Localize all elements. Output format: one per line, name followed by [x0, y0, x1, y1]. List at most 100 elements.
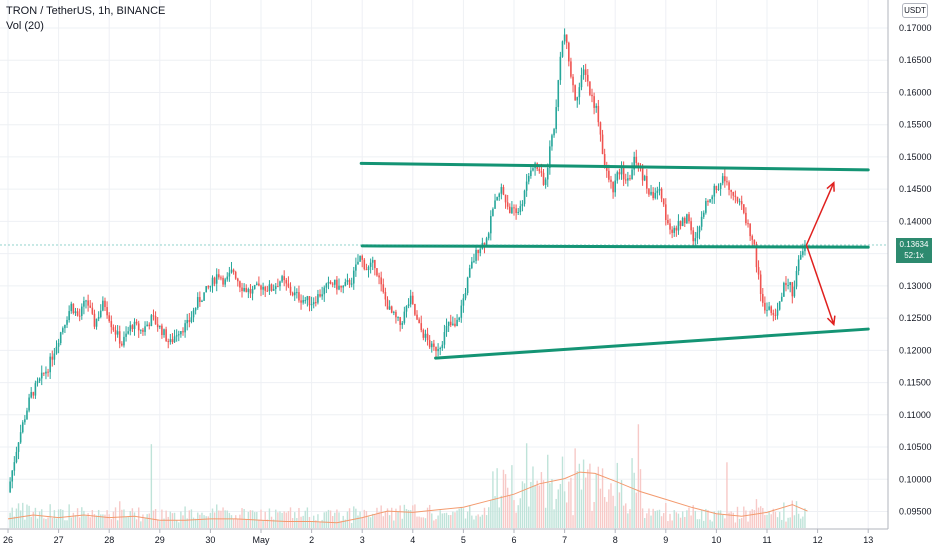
volume-bar — [64, 520, 66, 528]
candle-body — [667, 219, 669, 224]
candle-body — [532, 168, 534, 171]
volume-bar — [692, 505, 694, 528]
volume-bar — [456, 510, 458, 528]
volume-bar — [321, 519, 323, 528]
candle-body — [692, 230, 695, 242]
candle-body — [530, 170, 532, 177]
volume-bar — [631, 458, 633, 528]
currency-label[interactable]: USDT — [902, 3, 928, 18]
lower-support-line[interactable] — [434, 327, 870, 360]
candle-body — [118, 331, 121, 344]
volume-bar — [431, 513, 433, 528]
candle-body — [173, 336, 176, 343]
volume-bar — [232, 518, 235, 528]
volume-bar — [418, 516, 420, 528]
volume-bar — [310, 521, 313, 528]
volume-bar — [87, 513, 89, 528]
candle-body — [76, 311, 79, 316]
candle-body — [70, 303, 73, 312]
volume-bar — [43, 518, 45, 528]
volume-bar — [315, 520, 317, 528]
volume-bar — [325, 511, 328, 528]
candle-body — [734, 195, 737, 197]
candle-body — [660, 188, 663, 199]
price-tick-label: 0.11500 — [899, 378, 931, 388]
bullish-scenario-arrow[interactable] — [805, 182, 835, 246]
volume-bar — [133, 512, 136, 528]
volume-bar — [637, 424, 640, 528]
volume-bar — [338, 512, 340, 528]
volume-bar — [422, 517, 425, 528]
candle-body — [11, 470, 14, 482]
candle-body — [315, 302, 317, 304]
candle-body — [390, 306, 393, 313]
volume-bar — [776, 517, 779, 528]
candle-body — [728, 182, 730, 190]
candle-body — [546, 168, 549, 180]
candle-body — [576, 97, 579, 101]
candle-body — [789, 282, 791, 286]
volume-bar — [589, 463, 591, 528]
volume-bar — [317, 514, 319, 528]
candle-body — [401, 322, 404, 325]
candle-body — [761, 293, 764, 303]
candle-body — [224, 279, 226, 285]
trendlines[interactable] — [359, 161, 870, 360]
price-axis[interactable]: 0.17000 0.16500 0.16000 0.15500 0.15000 0.145… — [899, 23, 932, 517]
candle-body — [148, 324, 151, 327]
candle-body — [428, 340, 431, 348]
upper-resistance-line[interactable] — [359, 161, 870, 172]
volume-bar — [511, 465, 513, 528]
candle-body — [616, 172, 619, 181]
candle-body — [97, 316, 100, 319]
volume-bar — [38, 511, 41, 528]
candle-body — [266, 290, 269, 292]
candle-body — [393, 311, 395, 313]
candle-body — [772, 312, 775, 315]
candle-body — [759, 274, 762, 294]
chart-title: TRON / TetherUS, 1h, BINANCE — [6, 5, 166, 17]
volume-bar — [435, 519, 437, 528]
volume-bar — [146, 514, 148, 528]
volume-bar — [521, 481, 524, 528]
volume-bar — [205, 516, 207, 528]
candle-body — [285, 280, 288, 284]
volume-bar — [60, 509, 62, 528]
volume-bar — [72, 512, 75, 528]
candle-body — [338, 285, 340, 290]
volume-bar — [102, 514, 104, 528]
candle-body — [171, 339, 174, 343]
volume-bar — [308, 516, 311, 528]
candle-body — [732, 191, 735, 196]
volume-bar — [745, 510, 747, 528]
volume-bar — [606, 501, 608, 528]
candle-body — [331, 283, 334, 285]
candle-body — [757, 267, 760, 275]
volume-bar — [138, 507, 140, 528]
candle-body — [374, 260, 376, 269]
candle-body — [544, 179, 547, 185]
volume-bar — [74, 515, 77, 528]
volume-bar — [391, 507, 393, 528]
arrows[interactable] — [805, 181, 836, 327]
volume-bar — [705, 508, 707, 528]
bearish-scenario-arrow[interactable] — [805, 244, 835, 325]
candle-body — [199, 297, 201, 302]
candle-body — [28, 397, 30, 411]
volume-bar — [540, 472, 543, 528]
volume-bar — [49, 504, 51, 528]
candle-body — [222, 277, 224, 285]
volume-bar — [178, 522, 180, 528]
candle-body — [648, 188, 650, 195]
candle-body — [764, 302, 766, 311]
volume-bar — [81, 507, 83, 528]
volume-bar — [557, 489, 559, 528]
candle-body — [129, 325, 132, 332]
volume-bar — [41, 509, 43, 528]
middle-level-line[interactable] — [360, 244, 870, 249]
volume-bar — [237, 519, 239, 528]
volume-bar — [686, 510, 688, 528]
volume-bar — [380, 505, 382, 528]
time-axis[interactable]: 26 27 28 29 30 May 2 3 4 5 6 7 8 9 10 11 12 13 — [3, 529, 873, 545]
